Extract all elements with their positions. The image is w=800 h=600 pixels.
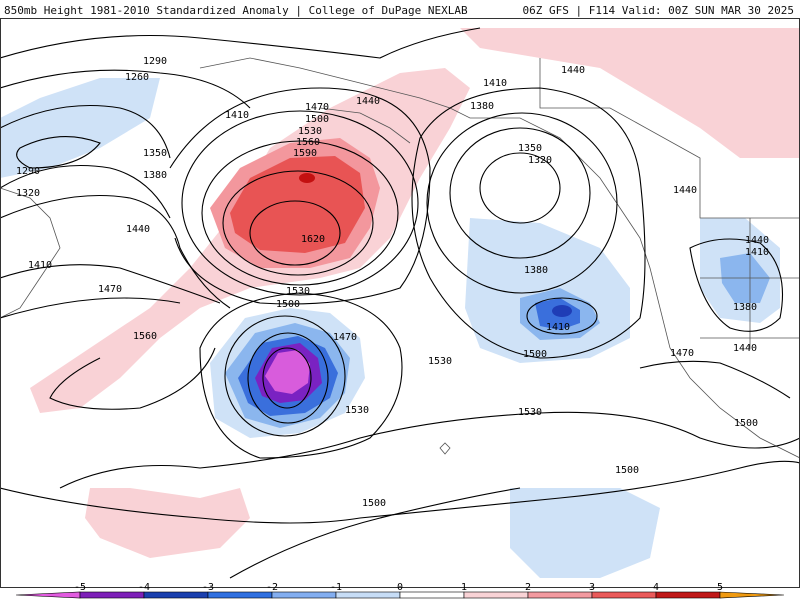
contour-label: 1590 <box>293 148 317 159</box>
colorbar-tick-label: -4 <box>138 582 150 593</box>
colorbar-arrow-high <box>719 591 785 599</box>
contour-label: 1530 <box>286 286 310 297</box>
contour-label: 1500 <box>523 349 547 360</box>
contour-label: 1350 <box>518 143 542 154</box>
colorbar-segment <box>399 591 465 599</box>
colorbar-segment <box>143 591 209 599</box>
contour-label: 1410 <box>546 322 570 333</box>
positive-anomaly-shading <box>30 28 800 558</box>
contour-label: 1440 <box>561 65 585 76</box>
colorbar-segment <box>79 591 145 599</box>
anomaly-map: 1290 1260 1290 1320 1350 1380 1410 1440 … <box>0 18 800 588</box>
colorbar-arrow-low <box>15 591 81 599</box>
contour-labels: 1290 1260 1290 1320 1350 1380 1410 1440 … <box>16 56 769 509</box>
coastlines <box>0 57 800 459</box>
contour-label: 1380 <box>733 302 757 313</box>
colorbar-tick-label: 5 <box>717 582 723 593</box>
colorbar-tick-label: 2 <box>525 582 531 593</box>
contour-label: 1500 <box>615 465 639 476</box>
contour-label: 1410 <box>225 110 249 121</box>
colorbar: -5 -4 -3 -2 -1 0 1 2 3 4 5 <box>15 582 785 599</box>
contour-label: 1320 <box>528 155 552 166</box>
colorbar-segment <box>335 591 401 599</box>
colorbar-segment <box>463 591 529 599</box>
contour-label: 1530 <box>298 126 322 137</box>
colorbar-segment <box>207 591 273 599</box>
contour-label: 1530 <box>345 405 369 416</box>
contour-label: 1380 <box>524 265 548 276</box>
map-title: 850mb Height 1981-2010 Standardized Anom… <box>4 4 468 17</box>
contour-label: 1350 <box>143 148 167 159</box>
contour-label: 1470 <box>305 102 329 113</box>
contour-label: 1530 <box>518 407 542 418</box>
contour-label: 1470 <box>670 348 694 359</box>
contour-label: 1620 <box>301 234 325 245</box>
contour-label: 1380 <box>470 101 494 112</box>
colorbar-segment <box>527 591 593 599</box>
contour-label: 1290 <box>143 56 167 67</box>
colorbar-tick-label: 1 <box>461 582 467 593</box>
contour-label: 1500 <box>362 498 386 509</box>
colorbar-tick-label: -5 <box>74 582 86 593</box>
contour-label: 1410 <box>28 260 52 271</box>
colorbar-segments <box>15 591 785 599</box>
contour-label: 1560 <box>296 137 320 148</box>
negative-anomaly-shading <box>0 78 780 578</box>
contour-label: 1440 <box>733 343 757 354</box>
contour-label: 1440 <box>673 185 697 196</box>
contour-label: 1440 <box>745 235 769 246</box>
contour-label: 1290 <box>16 166 40 177</box>
contour-label: 1500 <box>734 418 758 429</box>
contour-label: 1380 <box>143 170 167 181</box>
contour-label: 1500 <box>305 114 329 125</box>
contour-label: 1260 <box>125 72 149 83</box>
colorbar-ticks: -5 -4 -3 -2 -1 0 1 2 3 4 5 <box>74 582 723 593</box>
contour-label: 1440 <box>126 224 150 235</box>
colorbar-segment <box>271 591 337 599</box>
contour-label: 1560 <box>133 331 157 342</box>
colorbar-tick-label: -1 <box>330 582 342 593</box>
contour-label: 1320 <box>16 188 40 199</box>
height-contours <box>0 27 800 579</box>
contour-label: 1470 <box>98 284 122 295</box>
colorbar-segment <box>591 591 657 599</box>
colorbar-tick-label: 3 <box>589 582 595 593</box>
colorbar-tick-label: -2 <box>266 582 278 593</box>
map-valid-time: 06Z GFS | F114 Valid: 00Z SUN MAR 30 202… <box>522 4 794 17</box>
colorbar-tick-label: 0 <box>397 582 403 593</box>
contour-label: 1440 <box>356 96 380 107</box>
contour-label: 1410 <box>483 78 507 89</box>
contour-label: 1530 <box>428 356 452 367</box>
contour-label: 1470 <box>333 332 357 343</box>
colorbar-tick-label: 4 <box>653 582 659 593</box>
colorbar-tick-label: -3 <box>202 582 214 593</box>
contour-label: 1500 <box>276 299 300 310</box>
contour-label: 1410 <box>745 247 769 258</box>
colorbar-segment <box>655 591 721 599</box>
